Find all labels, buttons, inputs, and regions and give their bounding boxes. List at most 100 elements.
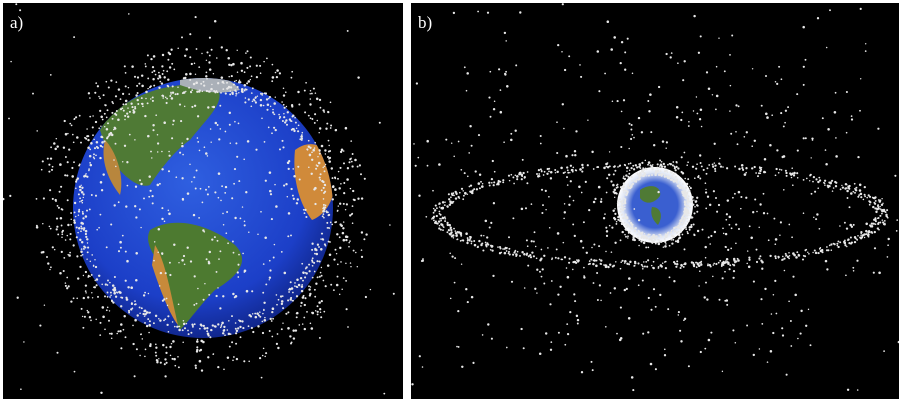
debris-dot bbox=[295, 295, 299, 298]
debris-dot bbox=[156, 360, 159, 363]
debris-dot bbox=[557, 257, 560, 260]
debris-dot bbox=[196, 137, 199, 139]
debris-dot bbox=[130, 308, 133, 311]
debris-dot bbox=[569, 171, 571, 174]
debris-dot bbox=[846, 388, 850, 392]
debris-dot bbox=[117, 330, 120, 333]
debris-dot bbox=[566, 184, 569, 186]
debris-dot bbox=[89, 162, 91, 164]
debris-dot bbox=[640, 263, 643, 266]
debris-dot bbox=[243, 71, 246, 74]
debris-dot bbox=[291, 194, 294, 197]
debris-dot bbox=[681, 171, 685, 175]
debris-dot bbox=[751, 68, 754, 70]
debris-dot bbox=[176, 92, 179, 96]
debris-dot bbox=[281, 139, 284, 142]
debris-dot bbox=[630, 227, 633, 230]
debris-dot bbox=[182, 320, 185, 322]
debris-dot bbox=[445, 138, 448, 141]
debris-dot bbox=[338, 293, 341, 296]
debris-dot bbox=[579, 239, 583, 243]
debris-dot bbox=[868, 195, 872, 198]
debris-dot bbox=[235, 332, 238, 335]
debris-dot bbox=[857, 234, 859, 237]
debris-dot bbox=[69, 122, 72, 125]
debris-dot bbox=[690, 261, 694, 264]
debris-dot bbox=[715, 65, 718, 68]
debris-dot bbox=[681, 192, 684, 195]
debris-dot bbox=[177, 86, 179, 88]
debris-dot bbox=[266, 103, 270, 107]
debris-dot bbox=[64, 156, 67, 158]
debris-dot bbox=[613, 36, 616, 39]
debris-dot bbox=[78, 185, 82, 189]
debris-dot bbox=[663, 354, 667, 357]
debris-dot bbox=[642, 241, 646, 245]
debris-dot bbox=[246, 66, 249, 69]
west-coast bbox=[103, 140, 122, 195]
debris-dot bbox=[506, 85, 509, 88]
debris-dot bbox=[151, 99, 154, 102]
debris-dot bbox=[876, 208, 879, 211]
debris-dot bbox=[631, 179, 634, 182]
debris-dot bbox=[779, 221, 782, 224]
debris-dot bbox=[807, 251, 809, 254]
debris-dot bbox=[683, 319, 685, 322]
debris-dot bbox=[171, 85, 174, 88]
debris-dot bbox=[202, 229, 205, 232]
debris-dot bbox=[674, 175, 677, 178]
debris-dot bbox=[608, 165, 611, 168]
debris-dot bbox=[315, 248, 318, 252]
debris-dot bbox=[541, 169, 543, 172]
debris-dot bbox=[662, 162, 665, 166]
debris-dot bbox=[108, 319, 110, 322]
debris-dot bbox=[8, 117, 10, 120]
debris-dot bbox=[63, 119, 66, 123]
debris-dot bbox=[203, 84, 206, 87]
debris-dot bbox=[676, 184, 680, 188]
debris-dot bbox=[349, 240, 351, 242]
debris-dot bbox=[682, 265, 685, 268]
debris-dot bbox=[722, 166, 724, 168]
debris-dot bbox=[309, 117, 312, 120]
debris-dot bbox=[325, 210, 328, 213]
debris-dot bbox=[350, 140, 353, 142]
debris-dot bbox=[619, 306, 622, 309]
debris-dot bbox=[469, 125, 472, 128]
debris-dot bbox=[217, 287, 219, 289]
debris-dot bbox=[480, 243, 483, 247]
debris-dot bbox=[867, 230, 871, 234]
debris-dot bbox=[612, 209, 615, 212]
debris-dot bbox=[673, 179, 676, 183]
debris-dot bbox=[627, 185, 630, 188]
debris-dot bbox=[251, 290, 254, 293]
debris-dot bbox=[166, 70, 169, 73]
debris-dot bbox=[72, 297, 75, 300]
debris-dot bbox=[80, 227, 84, 230]
debris-dot bbox=[450, 142, 453, 144]
debris-dot bbox=[453, 281, 456, 284]
debris-dot bbox=[824, 259, 828, 263]
debris-dot bbox=[139, 312, 141, 315]
debris-dot bbox=[856, 389, 859, 391]
debris-dot bbox=[426, 139, 429, 143]
debris-dot bbox=[320, 248, 323, 251]
debris-dot bbox=[446, 231, 449, 234]
debris-dot bbox=[115, 81, 118, 83]
debris-dot bbox=[71, 166, 74, 170]
debris-dot bbox=[73, 201, 77, 205]
debris-dot bbox=[658, 233, 661, 236]
debris-dot bbox=[630, 123, 633, 127]
debris-dot bbox=[743, 136, 746, 138]
debris-dot bbox=[680, 340, 683, 343]
debris-dot bbox=[134, 318, 137, 322]
debris-dot bbox=[725, 258, 729, 261]
debris-dot bbox=[596, 271, 599, 275]
debris-dot bbox=[357, 76, 360, 79]
debris-dot bbox=[158, 182, 161, 185]
debris-dot bbox=[268, 330, 271, 332]
debris-dot bbox=[588, 209, 591, 212]
debris-dot bbox=[604, 213, 606, 215]
debris-dot bbox=[636, 172, 639, 175]
debris-dot bbox=[811, 139, 814, 141]
